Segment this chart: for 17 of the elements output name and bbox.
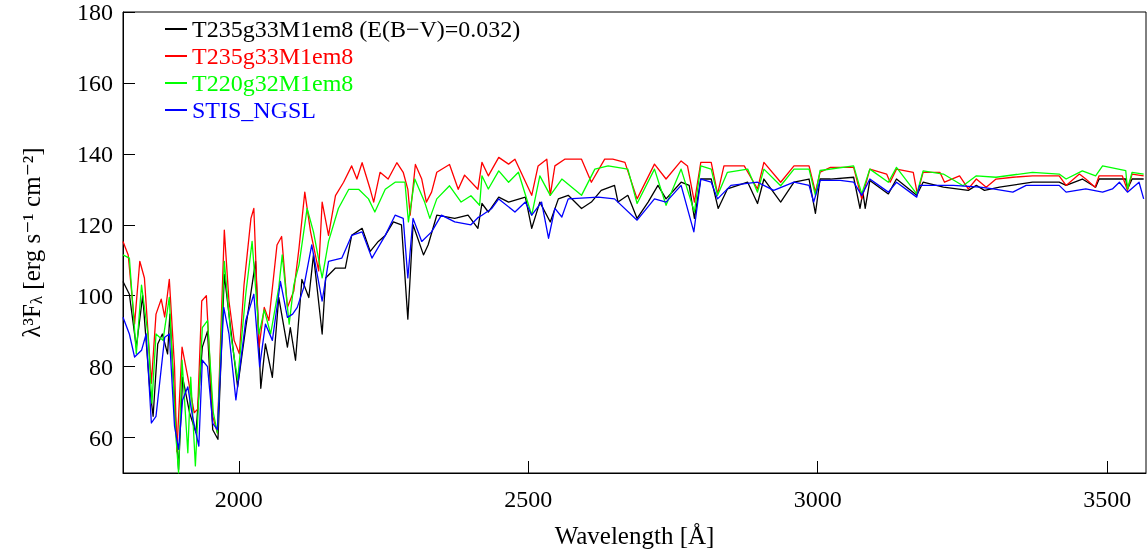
y-tick-label: 140 [77, 140, 113, 167]
legend-label: T235g33M1em8 [192, 43, 354, 69]
y-tick-label: 120 [77, 211, 113, 238]
x-tick-label: 3500 [1083, 486, 1132, 512]
legend-label: T220g32M1em8 [192, 70, 354, 96]
x-tick-label: 2500 [504, 486, 553, 512]
y-tick-label: 160 [77, 69, 113, 96]
y-axis-title: λ³Fλ [erg s⁻¹ cm⁻²] [18, 147, 46, 338]
legend-label: STIS_NGSL [192, 97, 317, 123]
y-tick-label: 180 [77, 0, 113, 25]
x-axis-title: Wavelength [Å] [554, 522, 715, 549]
y-tick-label: 80 [89, 353, 113, 380]
legend-label: T235g33M1em8 (E(B−V)=0.032) [192, 16, 521, 42]
x-tick-label: 3000 [793, 486, 842, 512]
y-tick-label: 100 [77, 282, 113, 309]
x-tick-label: 2000 [214, 486, 263, 512]
y-tick-label: 60 [89, 424, 113, 451]
